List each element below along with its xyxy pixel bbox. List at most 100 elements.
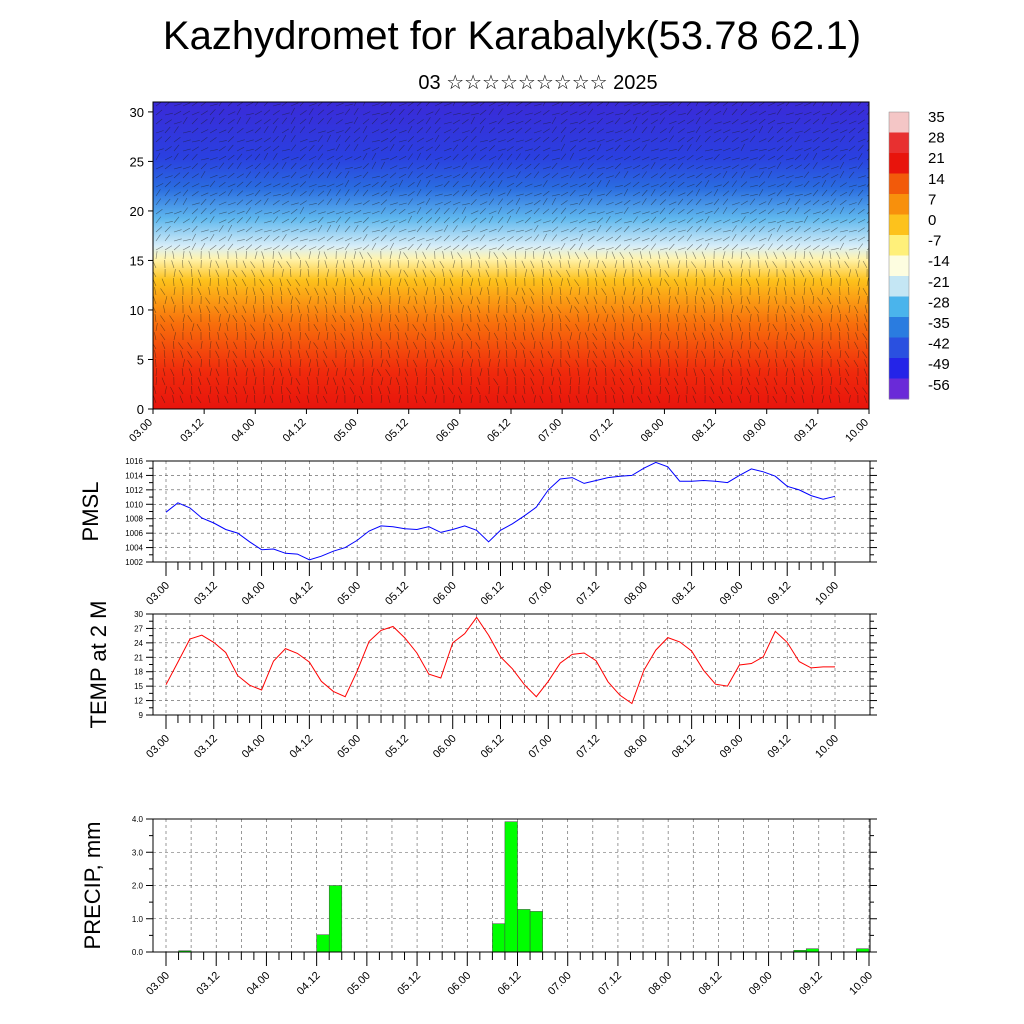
wind-barb [740, 234, 747, 242]
wind-barb [326, 102, 333, 107]
wind-barb [245, 129, 254, 134]
wind-barb [497, 386, 500, 395]
wind-barb [812, 199, 820, 206]
wind-barb [587, 377, 591, 386]
heatmap-x-tick-label: 07.00 [536, 417, 564, 445]
wind-barb [677, 113, 686, 116]
wind-barb [740, 216, 746, 224]
wind-barb [587, 139, 596, 143]
wind-barb [389, 225, 396, 233]
wind-barb [254, 199, 262, 206]
wind-barb [542, 180, 548, 188]
wind-barb [659, 332, 662, 341]
wind-barb [452, 139, 461, 143]
wind-barb [425, 174, 434, 179]
wind-barb [785, 350, 788, 359]
wind-barb [422, 251, 427, 260]
wind-barb [641, 227, 650, 233]
wind-barb [425, 385, 427, 395]
wind-barb [569, 189, 576, 197]
wind-barb [479, 171, 486, 179]
heatmap-y-tick-label: 15 [130, 253, 144, 268]
wind-barb [826, 288, 832, 296]
wind-barb [488, 188, 494, 197]
wind-barb [677, 102, 683, 107]
wind-barb [704, 102, 713, 107]
wind-barb [560, 229, 569, 233]
wind-barb [650, 148, 659, 152]
wind-barb [668, 174, 677, 179]
wind-barb [614, 295, 617, 305]
wind-barb [569, 127, 577, 134]
wind-barb [605, 247, 614, 251]
wind-barb [164, 126, 171, 134]
wind-barb [452, 165, 461, 170]
wind-barb [443, 207, 450, 215]
wind-barb [344, 189, 350, 197]
wind-barb [308, 140, 317, 143]
wind-barb [218, 146, 226, 152]
wind-barb [470, 376, 472, 386]
wind-barb [161, 341, 166, 350]
wind-barb [790, 306, 796, 314]
wind-barb [524, 183, 533, 188]
wind-barb [533, 153, 540, 161]
wind-barb [745, 251, 751, 260]
wind-barb [848, 189, 854, 197]
wind-barb [848, 218, 856, 224]
wind-barb [578, 198, 584, 206]
wind-barb [792, 269, 796, 278]
wind-barb [794, 206, 800, 215]
wind-barb [443, 166, 452, 170]
wind-barb [605, 139, 614, 143]
wind-barb [767, 296, 770, 305]
wind-barb [857, 219, 866, 224]
wind-barb [407, 153, 413, 161]
wind-barb [308, 251, 311, 260]
wind-barb [730, 313, 733, 323]
wind-barb [567, 251, 571, 260]
wind-barb [542, 220, 551, 224]
wind-barb [317, 332, 320, 341]
wind-barb [389, 304, 391, 314]
wind-barb [686, 269, 689, 278]
wind-barb [839, 191, 848, 197]
wind-barb [524, 250, 527, 260]
wind-barb [308, 108, 314, 116]
wind-barb [782, 269, 787, 278]
wind-barb [749, 111, 758, 116]
wind-barb [398, 156, 407, 161]
panel-frame [152, 613, 871, 716]
wind-barb [632, 332, 636, 341]
wind-barb [602, 269, 607, 278]
wind-barb [281, 200, 290, 206]
wind-barb [299, 359, 302, 368]
wind-barb [398, 237, 407, 242]
wind-barb [182, 295, 184, 305]
wind-barb [567, 260, 571, 269]
wind-barb [767, 147, 776, 152]
wind-barb [650, 173, 658, 179]
wind-barb [666, 260, 670, 269]
wind-barb [452, 201, 461, 206]
wind-barb [857, 236, 866, 242]
wind-barb [560, 174, 569, 179]
wind-barb [866, 228, 869, 233]
wind-barb [425, 197, 431, 206]
wind-barb [362, 135, 368, 143]
wind-barb [785, 244, 793, 251]
wind-barb [758, 237, 767, 242]
wind-barb [380, 112, 389, 116]
chart-title: Kazhydromet for Karabalyk(53.78 62.1) [162, 14, 862, 58]
wind-barb [820, 278, 823, 287]
wind-barb [704, 108, 711, 116]
wind-barb [574, 251, 580, 260]
wind-barb [830, 129, 839, 134]
wind-barb [182, 245, 191, 251]
wind-barb [578, 228, 587, 233]
x-tick-label: 06.12 [479, 580, 507, 608]
wind-barb [533, 199, 541, 206]
wind-barb [173, 332, 176, 341]
wind-barb [691, 261, 697, 269]
wind-barb [803, 153, 809, 161]
